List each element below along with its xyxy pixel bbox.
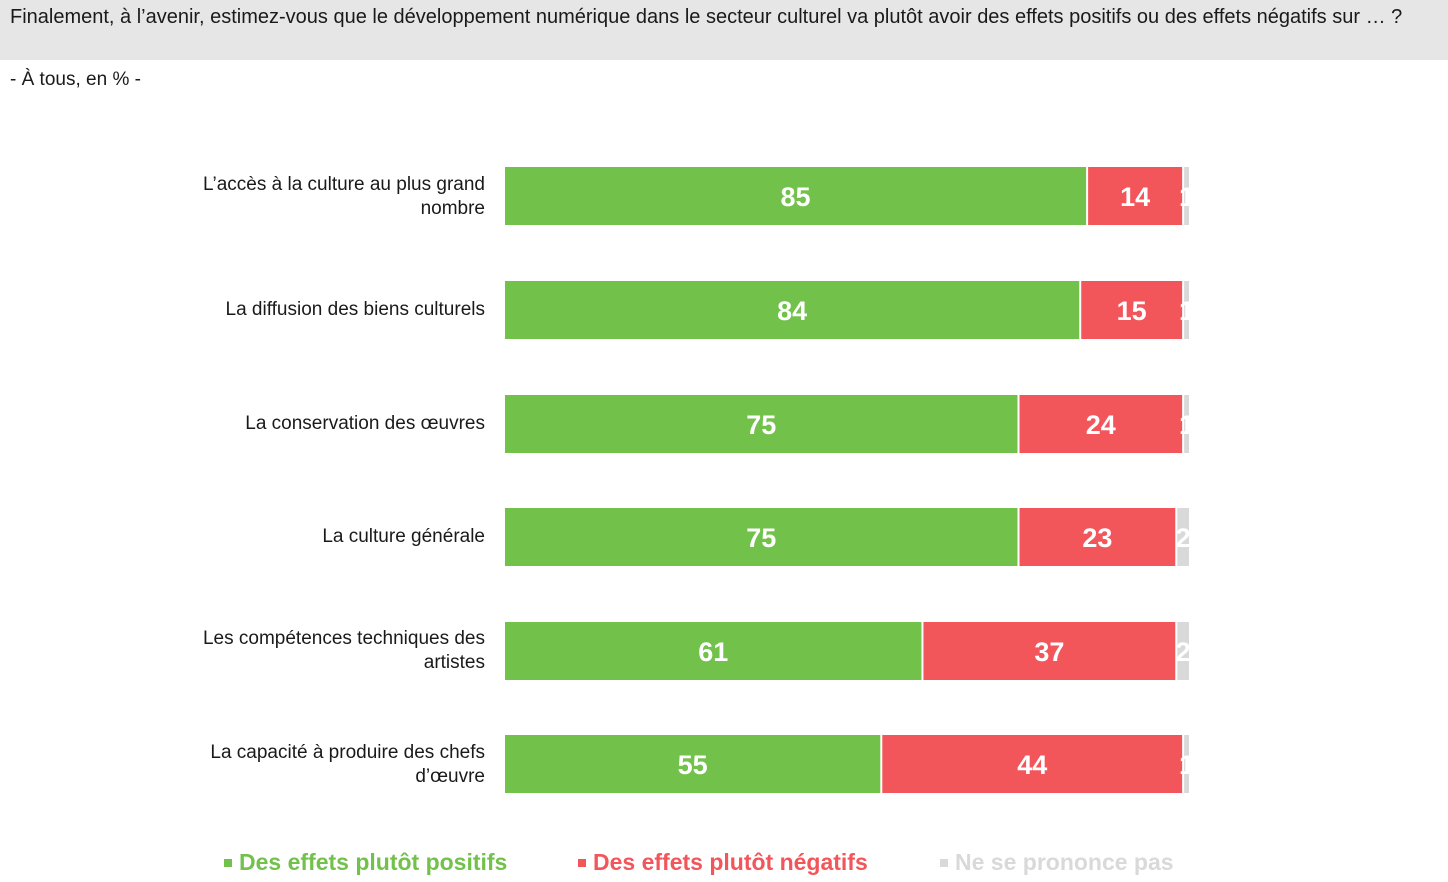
legend: Des effets plutôt positifs Des effets pl… — [0, 845, 1448, 879]
data-label-negative: 24 — [1086, 410, 1116, 440]
bar-segment-positive — [505, 281, 1080, 339]
data-label-positive: 61 — [698, 637, 728, 667]
category-label: Les compétences techniques des artistes — [202, 628, 485, 673]
data-label-no-opinion: 2 — [1176, 523, 1191, 553]
data-label-positive: 75 — [746, 410, 776, 440]
bar-segment-no-opinion — [1184, 167, 1189, 225]
bar-segment-positive — [505, 622, 922, 680]
bar-segment-positive — [505, 167, 1087, 225]
data-label-no-opinion: 2 — [1176, 637, 1191, 667]
bar-segment-no-opinion — [1184, 395, 1189, 453]
category-label: La capacité à produire des chefs d’œuvre — [210, 742, 485, 787]
category-label: L’accès à la culture au plus grand nombr… — [202, 174, 485, 219]
bar-segment-negative — [882, 735, 1183, 793]
bar-segment-negative — [1081, 281, 1183, 339]
category-label: La conservation des œuvres — [245, 413, 485, 434]
legend-label-no-opinion: Ne se prononce pas — [955, 849, 1174, 875]
legend-label-positive: Des effets plutôt positifs — [239, 849, 508, 875]
question-text: Finalement, à l’avenir, estimez-vous que… — [0, 0, 1448, 60]
category-label: La diffusion des biens culturels — [225, 299, 485, 320]
bar-segment-no-opinion — [1177, 508, 1189, 566]
bar-segment-negative — [1019, 395, 1183, 453]
data-label-negative: 23 — [1082, 523, 1112, 553]
bar-segment-negative — [1019, 508, 1176, 566]
data-label-negative: 44 — [1017, 750, 1047, 780]
data-label-no-opinion: 1 — [1179, 296, 1194, 326]
legend-item-negative: Des effets plutôt négatifs — [578, 845, 868, 879]
data-label-negative: 14 — [1120, 182, 1150, 212]
legend-marker-no-opinion — [940, 859, 948, 867]
bar-segment-no-opinion — [1177, 622, 1189, 680]
bar-segment-no-opinion — [1184, 281, 1189, 339]
subtitle: - À tous, en % - — [10, 69, 141, 90]
data-label-positive: 55 — [678, 750, 708, 780]
bar-segment-positive — [505, 735, 881, 793]
data-label-positive: 85 — [781, 182, 811, 212]
data-label-no-opinion: 1 — [1179, 750, 1194, 780]
data-label-positive: 84 — [777, 296, 807, 326]
data-label-no-opinion: 1 — [1179, 182, 1194, 212]
bar-segment-positive — [505, 395, 1018, 453]
data-label-positive: 75 — [746, 523, 776, 553]
data-label-no-opinion: 1 — [1179, 410, 1194, 440]
bar-segment-no-opinion — [1184, 735, 1189, 793]
legend-item-positive: Des effets plutôt positifs — [224, 845, 507, 879]
legend-marker-positive — [224, 859, 232, 867]
bar-segment-negative — [1088, 167, 1183, 225]
legend-label-negative: Des effets plutôt négatifs — [593, 849, 868, 875]
legend-marker-negative — [578, 859, 586, 867]
data-label-negative: 15 — [1117, 296, 1147, 326]
bar-segment-positive — [505, 508, 1018, 566]
bar-segment-negative — [923, 622, 1176, 680]
legend-item-no-opinion: Ne se prononce pas — [940, 845, 1174, 879]
category-label: La culture générale — [322, 526, 485, 547]
data-label-negative: 37 — [1034, 637, 1064, 667]
